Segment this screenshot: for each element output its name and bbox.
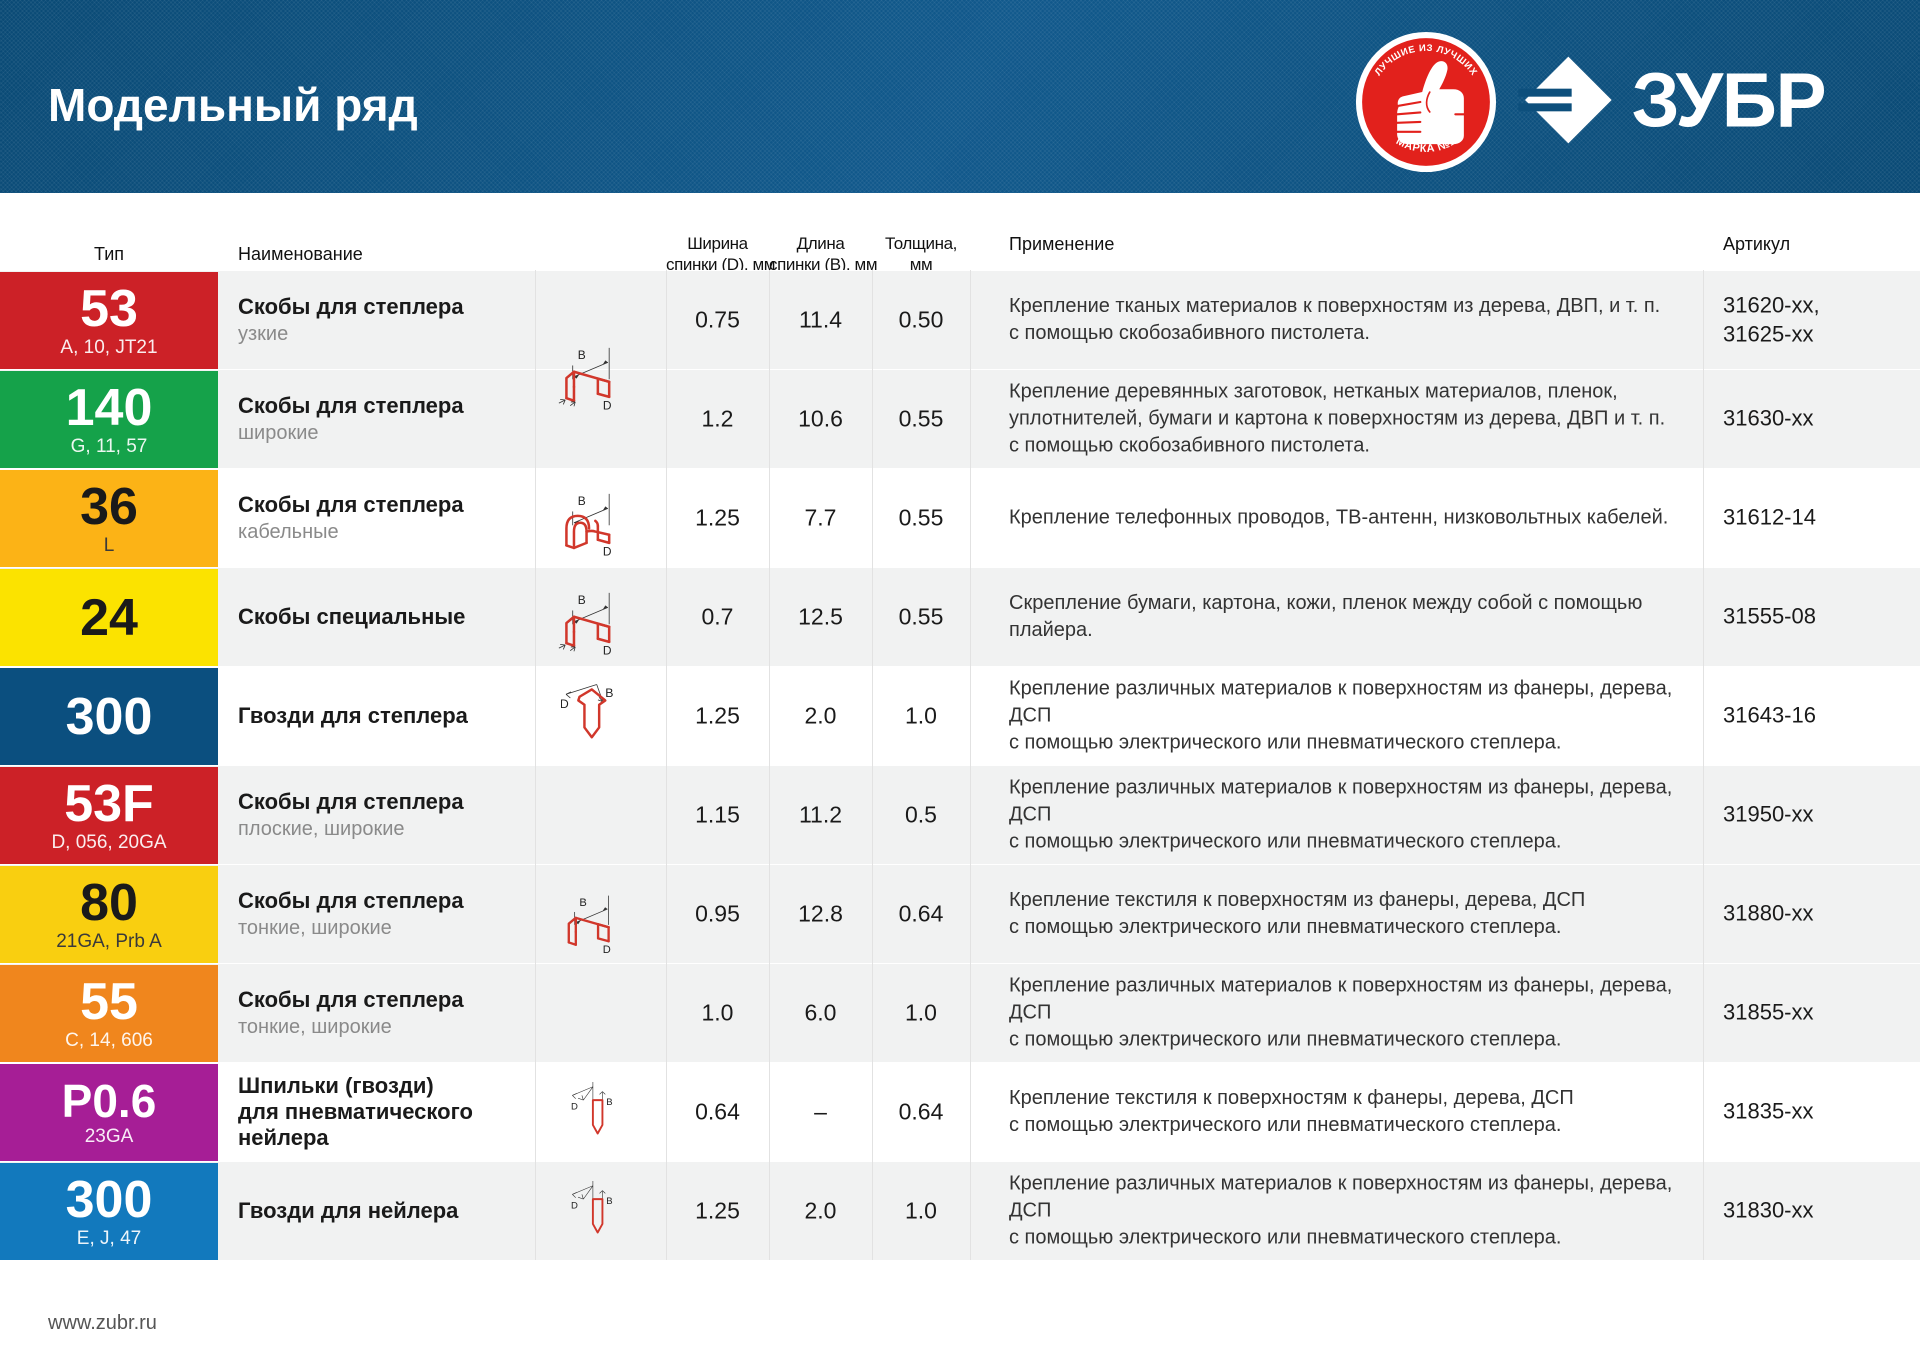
svg-text:D: D: [602, 944, 610, 956]
svg-text:D: D: [570, 1101, 577, 1112]
svg-text:B: B: [605, 685, 613, 699]
svg-text:B: B: [577, 593, 585, 607]
svg-text:B: B: [579, 897, 586, 909]
svg-text:ЗУБР: ЗУБР: [1632, 59, 1826, 144]
svg-text:D: D: [602, 398, 611, 412]
svg-text:B: B: [606, 1096, 612, 1107]
svg-text:D: D: [561, 696, 569, 710]
svg-text:B: B: [577, 348, 585, 362]
svg-text:B: B: [606, 1195, 612, 1206]
svg-text:D: D: [602, 544, 611, 558]
svg-text:D: D: [570, 1200, 577, 1211]
svg-text:D: D: [602, 643, 611, 657]
svg-text:B: B: [577, 494, 585, 508]
